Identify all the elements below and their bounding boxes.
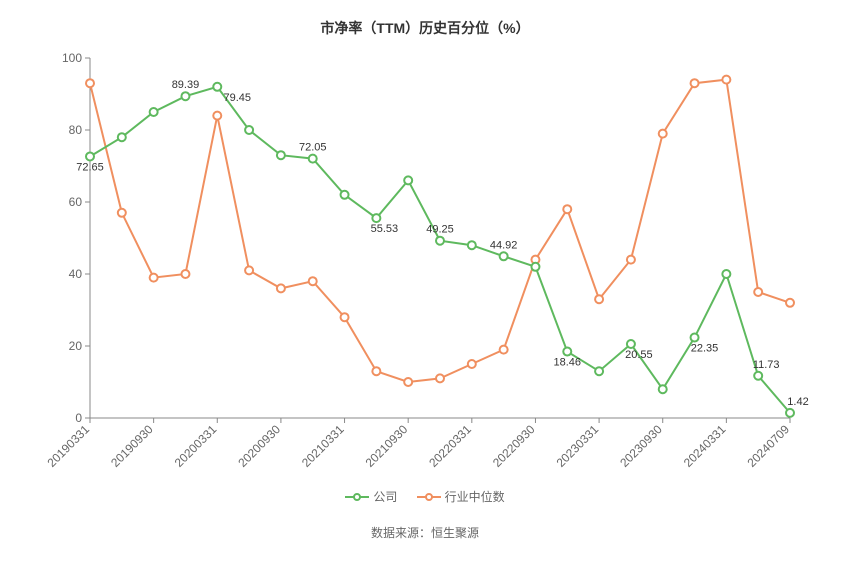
data-label: 55.53 [371, 223, 399, 235]
data-label: 18.46 [554, 357, 582, 369]
point-marker [245, 126, 253, 134]
point-marker [118, 133, 126, 141]
point-marker [627, 256, 635, 264]
point-marker [86, 79, 94, 87]
x-tick-label: 20190930 [108, 422, 156, 470]
y-tick-label: 40 [69, 267, 83, 281]
data-label: 72.05 [299, 142, 327, 154]
point-marker [786, 409, 794, 417]
x-tick-label: 20200331 [172, 422, 220, 470]
data-label: 11.73 [753, 359, 780, 371]
point-marker [213, 112, 221, 120]
point-marker [404, 176, 412, 184]
point-marker [277, 151, 285, 159]
point-marker [691, 79, 699, 87]
point-marker [372, 367, 380, 375]
x-tick-label: 20220930 [490, 422, 538, 470]
x-tick-label: 20240331 [681, 422, 729, 470]
point-marker [213, 83, 221, 91]
point-marker [722, 270, 730, 278]
point-marker [86, 152, 94, 160]
data-label: 89.39 [172, 79, 200, 91]
data-label: 79.45 [224, 92, 252, 104]
point-marker [436, 374, 444, 382]
x-tick-label: 20210930 [363, 422, 411, 470]
x-tick-label: 20190331 [44, 422, 92, 470]
point-marker [341, 191, 349, 199]
point-marker [341, 313, 349, 321]
point-marker [309, 155, 317, 163]
x-tick-label: 20210331 [299, 422, 347, 470]
legend-marker-company [345, 491, 369, 503]
point-marker [118, 209, 126, 217]
x-tick-label: 20230930 [617, 422, 665, 470]
point-marker [181, 270, 189, 278]
point-marker [627, 340, 635, 348]
data-source: 数据来源：恒生聚源 [20, 524, 830, 541]
point-marker [754, 372, 762, 380]
legend-label-company: 公司 [373, 488, 397, 505]
point-marker [595, 295, 603, 303]
x-tick-label: 20240709 [744, 422, 792, 470]
plot-area: 0204060801002019033120190930202003312020… [80, 48, 800, 428]
point-marker [500, 252, 508, 260]
point-marker [277, 284, 285, 292]
point-marker [595, 367, 603, 375]
x-tick-label: 20200930 [235, 422, 283, 470]
point-marker [468, 360, 476, 368]
point-marker [500, 346, 508, 354]
chart-container: 市净率（TTM）历史百分位（%） 02040608010020190331201… [0, 0, 850, 575]
point-marker [404, 378, 412, 386]
point-marker [150, 108, 158, 116]
point-marker [659, 130, 667, 138]
chart-title: 市净率（TTM）历史百分位（%） [20, 18, 830, 38]
data-label: 44.92 [490, 239, 518, 251]
series-line-0 [90, 87, 790, 413]
data-label: 22.35 [691, 343, 719, 355]
x-tick-label: 20230331 [554, 422, 602, 470]
chart-svg: 0204060801002019033120190930202003312020… [80, 48, 800, 428]
point-marker [309, 277, 317, 285]
point-marker [563, 205, 571, 213]
point-marker [786, 299, 794, 307]
legend-marker-industry [417, 491, 441, 503]
point-marker [563, 348, 571, 356]
point-marker [691, 334, 699, 342]
data-label: 20.55 [625, 349, 653, 361]
y-tick-label: 80 [69, 123, 83, 137]
data-label: 49.25 [426, 224, 454, 236]
legend: 公司 行业中位数 [20, 488, 830, 506]
point-marker [150, 274, 158, 282]
point-marker [754, 288, 762, 296]
legend-label-industry: 行业中位数 [445, 488, 505, 505]
data-label: 1.42 [787, 396, 808, 408]
point-marker [181, 92, 189, 100]
point-marker [372, 214, 380, 222]
point-marker [531, 263, 539, 271]
point-marker [436, 237, 444, 245]
x-tick-label: 20220331 [426, 422, 474, 470]
point-marker [245, 266, 253, 274]
legend-item-company: 公司 [345, 488, 397, 505]
y-tick-label: 60 [69, 195, 83, 209]
data-label: 72.65 [76, 161, 104, 173]
point-marker [722, 76, 730, 84]
point-marker [468, 241, 476, 249]
point-marker [659, 385, 667, 393]
y-tick-label: 20 [69, 339, 83, 353]
legend-item-industry: 行业中位数 [417, 488, 505, 505]
y-tick-label: 100 [62, 51, 82, 65]
